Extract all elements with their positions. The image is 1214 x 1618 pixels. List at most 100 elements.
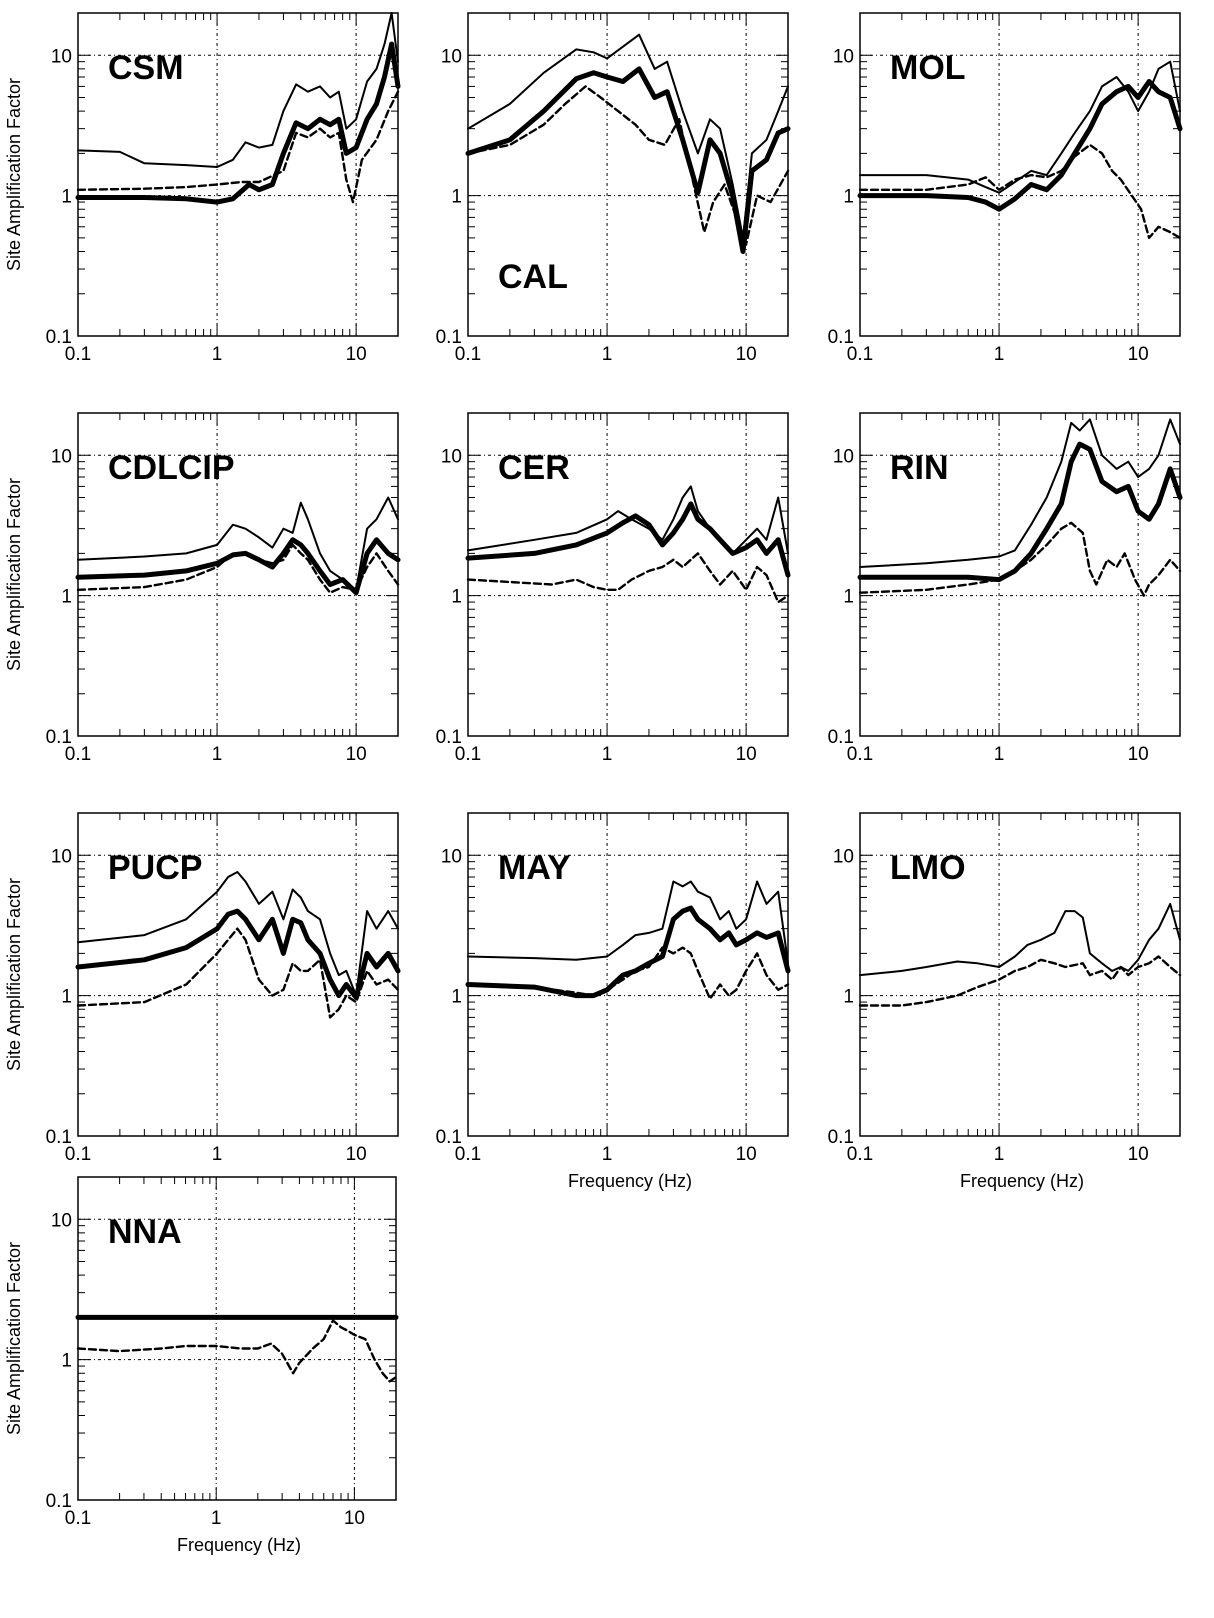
y-axis-title: Site Amplification Factor <box>4 78 24 271</box>
y-tick-label: 0.1 <box>436 327 462 348</box>
x-tick-label: 1 <box>994 744 1005 765</box>
x-tick-label: 10 <box>736 1144 757 1165</box>
y-tick-label: 1 <box>843 987 854 1008</box>
series-line-dashed <box>76 543 400 594</box>
plot-frame <box>77 412 399 737</box>
y-tick-label: 0.1 <box>46 1127 72 1148</box>
x-tick-label: 10 <box>736 744 757 765</box>
x-tick-label: 0.1 <box>847 744 873 765</box>
plot-frame <box>859 12 1181 337</box>
y-axis-title: Site Amplification Factor <box>4 878 24 1071</box>
y-tick-label: 0.1 <box>828 327 854 348</box>
series-line-dashed <box>76 1319 398 1383</box>
series-line-thin-solid <box>467 33 789 239</box>
station-label: NNA <box>108 1213 182 1251</box>
chart-panel-may: 0.1 1 10 0.1 1 10 MAY Frequency (Hz) <box>436 812 791 1191</box>
x-tick-label: 10 <box>346 344 367 365</box>
station-label: CDLCIP <box>108 449 235 487</box>
x-axis-title: Frequency (Hz) <box>177 1535 301 1555</box>
y-tick-label: 0.1 <box>46 1491 72 1512</box>
chart-panel-rin: 0.1 1 10 0.1 1 10 RIN <box>828 412 1183 765</box>
x-tick-label: 1 <box>212 344 223 365</box>
y-axis-title: Site Amplification Factor <box>4 478 24 671</box>
x-tick-label: 0.1 <box>65 344 91 365</box>
y-tick-label: 0.1 <box>436 727 462 748</box>
series-line-thin-solid <box>859 418 1181 568</box>
series-line-dashed <box>76 927 400 1019</box>
series-line-dashed <box>858 955 1182 1007</box>
y-tick-label: 1 <box>61 1351 72 1372</box>
y-tick-label: 0.1 <box>436 1127 462 1148</box>
chart-panel-lmo: 0.1 1 10 0.1 1 10 LMO Frequency (Hz) <box>828 812 1182 1191</box>
station-label: RIN <box>890 449 949 487</box>
series-line-dashed <box>466 946 790 1000</box>
series-line-thick-solid <box>75 908 401 1000</box>
plot-frame <box>467 812 789 1137</box>
x-tick-label: 1 <box>212 1144 223 1165</box>
series-line-thick-solid <box>75 537 401 596</box>
chart-panel-mol: 0.1 1 10 0.1 1 10 MOL <box>828 12 1183 365</box>
series-line-thick-solid <box>465 66 791 254</box>
y-tick-label: 1 <box>451 987 462 1008</box>
y-tick-label: 1 <box>61 587 72 608</box>
y-tick-label: 10 <box>441 46 462 67</box>
series-line-dashed <box>76 90 400 204</box>
x-tick-label: 1 <box>602 1144 613 1165</box>
x-tick-label: 0.1 <box>455 344 481 365</box>
x-axis-title: Frequency (Hz) <box>568 1171 692 1191</box>
plot-frame <box>77 1176 397 1501</box>
series-line-thin-solid <box>77 12 399 168</box>
x-axis-title: Frequency (Hz) <box>960 1171 1084 1191</box>
x-tick-label: 1 <box>994 344 1005 365</box>
series-line-dashed <box>466 85 790 246</box>
series-line-dashed <box>858 143 1182 240</box>
station-label: CSM <box>108 49 184 87</box>
x-tick-label: 10 <box>736 344 757 365</box>
plot-frame <box>77 812 399 1137</box>
x-tick-label: 0.1 <box>65 1144 91 1165</box>
x-tick-label: 10 <box>344 1508 365 1529</box>
plot-frame <box>467 412 789 737</box>
y-axis-title: Site Amplification Factor <box>4 1242 24 1435</box>
plot-frame <box>859 812 1181 1137</box>
x-tick-label: 0.1 <box>847 1144 873 1165</box>
series-line-thin-solid <box>77 871 399 997</box>
chart-panel-pucp: 0.1 1 10 0.1 1 10 PUCP Site Amplification Facto… <box>4 812 401 1165</box>
y-tick-label: 10 <box>51 1210 72 1231</box>
x-tick-label: 0.1 <box>847 344 873 365</box>
series-line-thick-solid <box>857 79 1183 212</box>
series-line-thick-solid <box>465 501 791 578</box>
series-line-thin-solid <box>77 496 399 591</box>
x-tick-label: 10 <box>1128 744 1149 765</box>
series-line-dashed <box>858 521 1182 597</box>
x-tick-label: 0.1 <box>65 1508 91 1529</box>
y-tick-label: 0.1 <box>46 327 72 348</box>
y-tick-label: 0.1 <box>46 727 72 748</box>
x-tick-label: 0.1 <box>455 744 481 765</box>
series-line-thin-solid <box>467 880 789 965</box>
x-tick-label: 1 <box>602 344 613 365</box>
x-tick-label: 0.1 <box>455 1144 481 1165</box>
chart-panel-cal: 0.1 1 10 0.1 1 10 CAL <box>436 12 791 365</box>
x-tick-label: 1 <box>994 1144 1005 1165</box>
chart-panel-nna: 0.1 1 10 0.1 1 10 NNA Site Amplification Factor… <box>4 1176 399 1555</box>
x-tick-label: 1 <box>212 744 223 765</box>
x-tick-label: 10 <box>346 1144 367 1165</box>
y-tick-label: 1 <box>61 187 72 208</box>
y-tick-label: 10 <box>833 446 854 467</box>
chart-panel-csm: 0.1 1 10 0.1 1 10 CSM Site Amplification Factor <box>4 12 401 365</box>
y-tick-label: 10 <box>51 446 72 467</box>
station-label: LMO <box>890 849 966 887</box>
y-tick-label: 1 <box>61 987 72 1008</box>
station-label: CAL <box>498 258 568 296</box>
y-tick-label: 10 <box>833 846 854 867</box>
series-line-thin-solid <box>859 902 1181 977</box>
x-tick-label: 1 <box>602 744 613 765</box>
y-tick-label: 1 <box>451 587 462 608</box>
plot-frame <box>77 12 399 337</box>
y-tick-label: 0.1 <box>828 1127 854 1148</box>
series-line-thin-solid <box>467 485 789 555</box>
y-tick-label: 1 <box>843 587 854 608</box>
series-line-thick-solid <box>75 41 401 205</box>
